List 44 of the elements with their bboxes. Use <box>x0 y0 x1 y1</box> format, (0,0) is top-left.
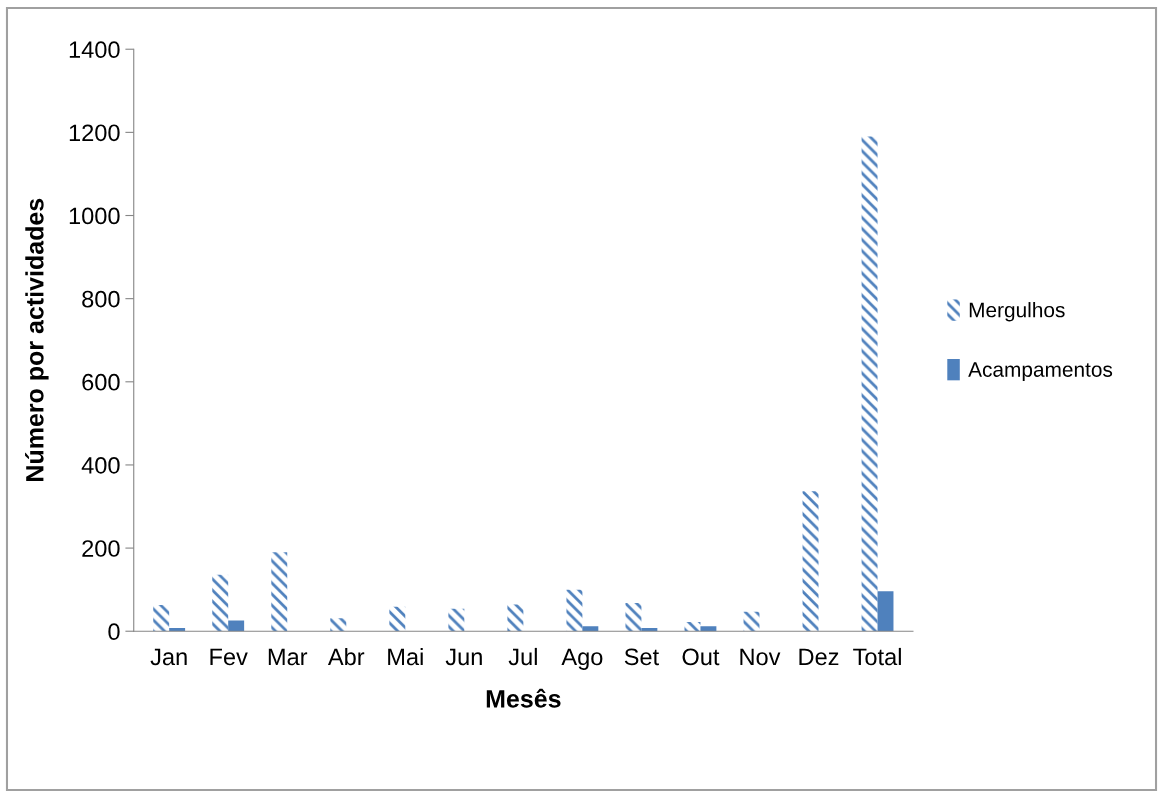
bar <box>271 552 288 632</box>
bar <box>389 606 406 632</box>
x-tick-label: Set <box>624 648 659 666</box>
bar <box>448 608 465 632</box>
bar <box>566 589 583 632</box>
bar <box>582 626 599 632</box>
bar <box>330 618 347 632</box>
x-tick-label: Fev <box>210 648 248 666</box>
x-tick-label: Nov <box>740 648 781 666</box>
bar <box>700 626 717 632</box>
x-tick-label: Ago <box>561 648 603 670</box>
y-tick-label: 600 <box>82 373 120 391</box>
bar <box>877 591 894 632</box>
x-tick-label: Jul <box>508 647 537 666</box>
y-tick-label: 1000 <box>69 207 120 225</box>
y-tick-label: 200 <box>82 540 120 557</box>
bar <box>641 627 658 632</box>
bar <box>625 602 642 632</box>
bar <box>228 620 245 632</box>
y-tick-label: 1200 <box>69 124 120 142</box>
legend-label: Mergulhos <box>969 302 1065 322</box>
x-tick-label: Mar <box>268 648 308 666</box>
x-tick-label: Dez <box>799 648 839 666</box>
bar <box>802 491 819 632</box>
bar <box>861 136 878 632</box>
y-tick-label: 400 <box>81 457 120 474</box>
bar <box>743 611 760 632</box>
bar <box>153 605 170 632</box>
y-axis-title: Número por actividades <box>25 198 49 481</box>
y-tick-label: 0 <box>108 623 120 641</box>
legend-label: Acampamentos <box>968 362 1113 382</box>
x-tick-label: Jan <box>150 648 187 666</box>
bar <box>169 627 186 632</box>
x-tick-label: Mai <box>388 647 423 666</box>
bar <box>507 604 524 632</box>
x-axis-title: Mesês <box>486 688 561 708</box>
x-tick-label: Jun <box>445 648 482 666</box>
bar <box>212 574 229 632</box>
x-tick-label: Abr <box>327 647 365 666</box>
x-tick-label: Out <box>682 648 720 666</box>
y-tick-label: 1400 <box>69 41 120 59</box>
bar <box>684 622 701 632</box>
x-tick-label: Total <box>853 647 901 666</box>
y-tick-label: 800 <box>82 290 120 308</box>
